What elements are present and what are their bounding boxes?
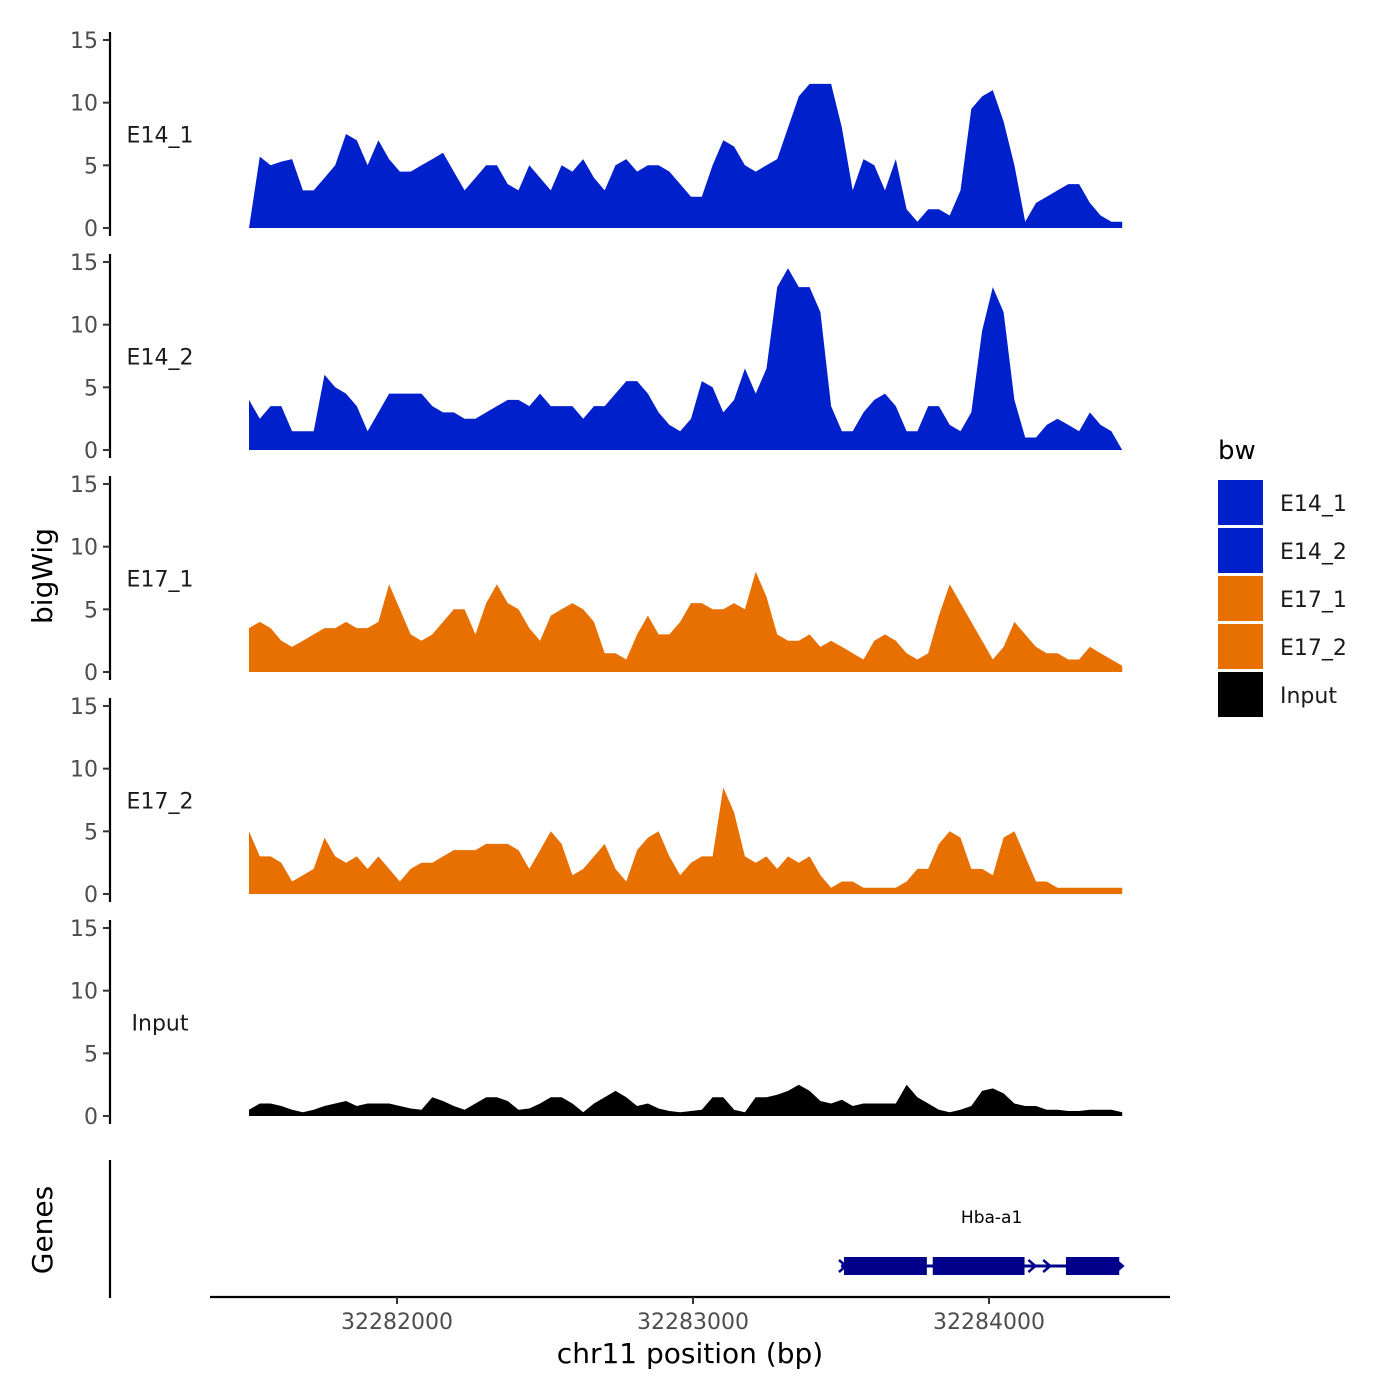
legend-label: E14_1 — [1280, 492, 1347, 517]
legend-label: Input — [1280, 684, 1337, 709]
gene-label: Hba-a1 — [961, 1208, 1022, 1228]
track-e14-1: 0 5 10 15 E14_1 — [70, 29, 1123, 242]
strand-arrow — [1042, 1259, 1053, 1273]
y-tick-label: 10 — [70, 980, 98, 1005]
legend: bw E14_1 E14_2 E17_1 E17_2 Input — [1218, 436, 1347, 717]
legend-swatch — [1218, 576, 1263, 621]
genes-layer: Hba-a1 — [838, 1208, 1125, 1275]
x-tick-label: 32284000 — [933, 1310, 1045, 1335]
y-axis-title: bigWig — [26, 528, 59, 624]
y-tick-label: 10 — [70, 92, 98, 117]
x-tick-label: 32282000 — [341, 1310, 453, 1335]
legend-item-input: Input — [1218, 672, 1337, 717]
legend-item-e17-1: E17_1 — [1218, 576, 1347, 621]
legend-label: E17_2 — [1280, 636, 1347, 661]
track-input: 0 5 10 15 Input — [70, 917, 1123, 1130]
legend-items: E14_1 E14_2 E17_1 E17_2 Input — [1218, 480, 1347, 717]
track-label: Input — [132, 1012, 189, 1037]
legend-swatch — [1218, 624, 1263, 669]
track-label: E14_2 — [127, 346, 194, 371]
y-tick-label: 0 — [84, 883, 98, 908]
y-tick-label: 15 — [70, 695, 98, 720]
y-tick-label: 5 — [84, 820, 98, 845]
legend-swatch — [1218, 480, 1263, 525]
gene-hba-a1: Hba-a1 — [838, 1208, 1125, 1275]
y-tick-label: 10 — [70, 758, 98, 783]
y-tick-label: 0 — [84, 1105, 98, 1130]
gene-exon — [843, 1257, 927, 1275]
track-label: E14_1 — [127, 124, 194, 149]
y-tick-label: 15 — [70, 917, 98, 942]
area-e14-1 — [249, 83, 1123, 229]
area-e17-1 — [249, 571, 1123, 672]
y-tick-label: 5 — [84, 1042, 98, 1067]
y-tick-label: 5 — [84, 598, 98, 623]
area-e17-2 — [249, 787, 1123, 894]
strand-arrow — [838, 1259, 848, 1273]
y-tick-label: 15 — [70, 29, 98, 54]
track-label: E17_2 — [127, 790, 194, 815]
tracks: 0 5 10 15 E14_1 0 5 10 15 E14_2 0 5 10 15 E17_1 0 5 10 15 E… — [70, 29, 1123, 1130]
x-axis-title: chr11 position (bp) — [557, 1337, 823, 1370]
legend-title: bw — [1218, 436, 1256, 466]
legend-label: E17_1 — [1280, 588, 1347, 613]
strand-arrow — [989, 1259, 999, 1273]
y-tick-label: 10 — [70, 314, 98, 339]
x-axis: 32282000 32283000 32284000 chr11 position … — [210, 1295, 1170, 1370]
legend-label: E14_2 — [1280, 540, 1347, 565]
gene-exon — [1065, 1257, 1120, 1275]
gene-exon — [932, 1257, 1025, 1275]
x-ticks: 32282000 32283000 32284000 — [341, 1297, 1045, 1335]
genes-panel: Genes Hba-a1 — [26, 1160, 1125, 1298]
legend-swatch — [1218, 528, 1263, 573]
y-tick-label: 0 — [84, 439, 98, 464]
strand-arrow — [1027, 1259, 1038, 1273]
legend-item-e17-2: E17_2 — [1218, 624, 1347, 669]
track-e14-2: 0 5 10 15 E14_2 — [70, 251, 1123, 464]
strand-arrow — [1114, 1259, 1125, 1273]
y-tick-label: 5 — [84, 154, 98, 179]
area-input — [249, 1084, 1123, 1116]
y-tick-label: 10 — [70, 536, 98, 561]
area-e14-2 — [249, 268, 1123, 450]
genes-label: Genes — [26, 1186, 59, 1274]
legend-swatch — [1218, 672, 1263, 717]
y-tick-label: 15 — [70, 251, 98, 276]
legend-item-e14-2: E14_2 — [1218, 528, 1347, 573]
legend-item-e14-1: E14_1 — [1218, 480, 1347, 525]
y-tick-label: 0 — [84, 217, 98, 242]
track-label: E17_1 — [127, 568, 194, 593]
y-tick-label: 15 — [70, 473, 98, 498]
x-tick-label: 32283000 — [637, 1310, 749, 1335]
y-tick-label: 5 — [84, 376, 98, 401]
track-e17-1: 0 5 10 15 E17_1 — [70, 473, 1123, 686]
track-e17-2: 0 5 10 15 E17_2 — [70, 695, 1123, 908]
y-tick-label: 0 — [84, 661, 98, 686]
